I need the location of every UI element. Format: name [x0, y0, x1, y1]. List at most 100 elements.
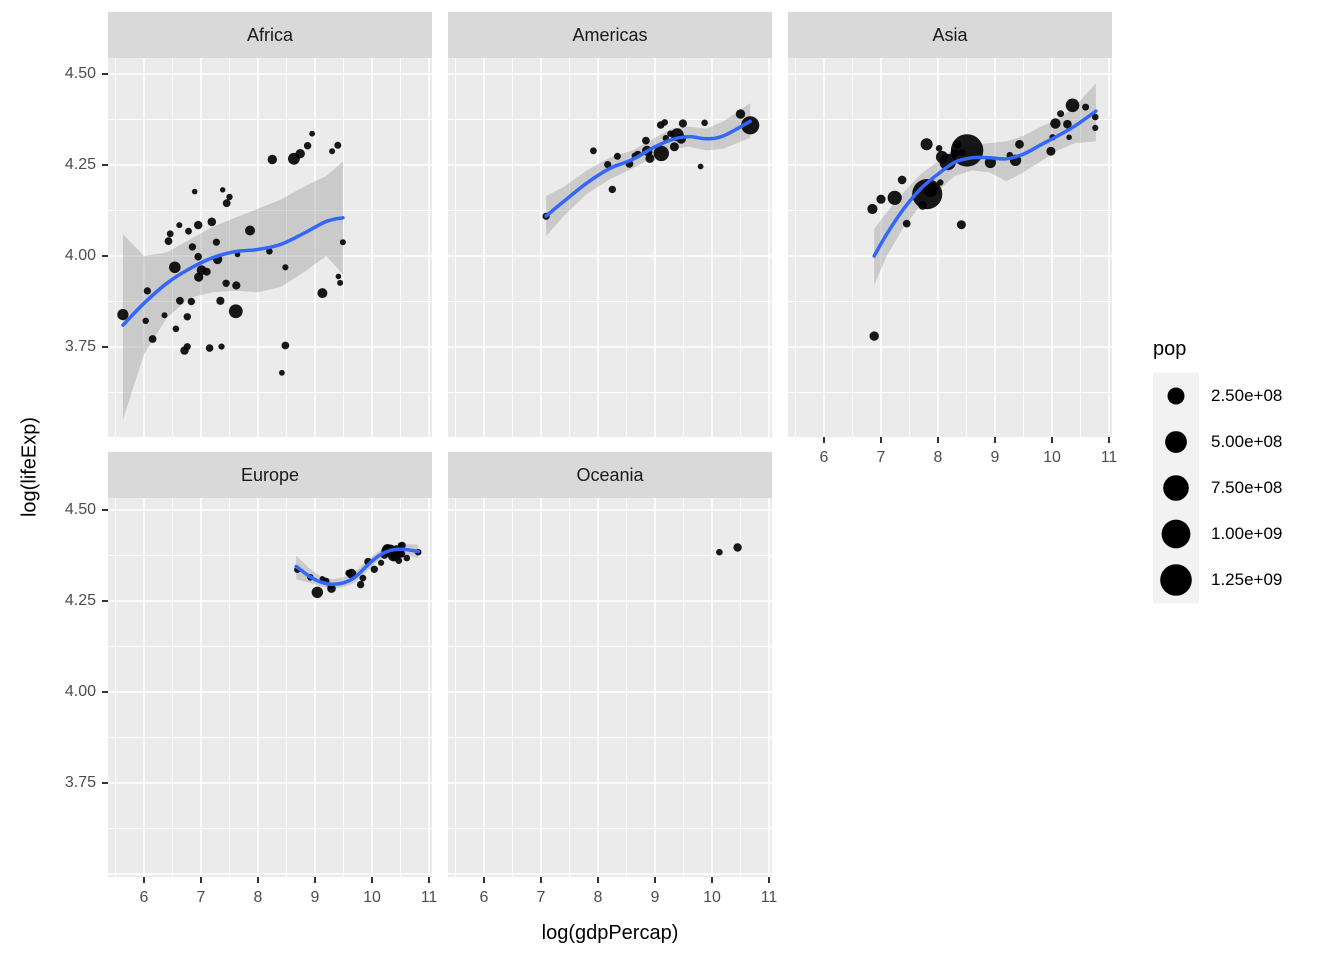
- data-point: [172, 325, 180, 333]
- facet-asia: Asia: [788, 12, 1112, 437]
- data-point: [188, 243, 197, 251]
- x-tick-label: 11: [1100, 449, 1118, 466]
- y-tick-label: 4.25: [64, 592, 96, 609]
- data-point: [1065, 98, 1080, 113]
- data-point: [222, 279, 230, 287]
- grid-minor-group: [788, 58, 1112, 437]
- data-point: [176, 296, 184, 305]
- data-point: [645, 153, 655, 163]
- data-point: [142, 317, 149, 324]
- confidence-ribbon: [122, 161, 343, 420]
- legend-key: [1153, 373, 1199, 419]
- data-point: [667, 130, 674, 137]
- grid-minor-group: [448, 58, 772, 437]
- facet-panel-asia: [788, 58, 1112, 437]
- x-axis-title: log(gdpPercap): [541, 922, 679, 944]
- x-tick-label: 7: [196, 889, 206, 906]
- data-point: [166, 230, 174, 238]
- y-tick-mark: [102, 346, 108, 348]
- data-point: [608, 185, 616, 194]
- x-tick-label: 6: [479, 889, 489, 906]
- data-point: [370, 565, 378, 573]
- data-point: [716, 548, 723, 556]
- points-group: [117, 130, 346, 376]
- y-tick-label: 3.75: [64, 338, 96, 355]
- data-point: [194, 272, 204, 282]
- data-point: [356, 580, 365, 589]
- legend-items: 2.50e+08 5.00e+08 7.50e+08 1.00e+09 1.25e+09: [1153, 373, 1338, 603]
- x-tick-mark: [200, 877, 202, 883]
- grid-major-group: [448, 498, 772, 877]
- facet-panel-americas: [448, 58, 772, 437]
- legend-item: 2.50e+08: [1153, 373, 1338, 419]
- data-point: [590, 147, 597, 155]
- grid-minor-group: [448, 498, 772, 877]
- facet-europe: Europe: [108, 452, 432, 877]
- x-tick-label: 8: [253, 889, 263, 906]
- legend-key-circle: [1165, 431, 1187, 453]
- data-point: [205, 344, 214, 352]
- legend-item: 1.25e+09: [1153, 557, 1338, 603]
- data-point: [613, 152, 621, 160]
- data-point: [887, 190, 902, 205]
- data-point: [741, 116, 760, 135]
- smooth-line: [544, 119, 752, 218]
- data-point: [678, 119, 687, 128]
- panel-background: [448, 498, 772, 877]
- data-point: [267, 154, 277, 165]
- data-point: [935, 145, 943, 152]
- x-tick-label: 8: [933, 449, 943, 466]
- facet-strip-label: Oceania: [576, 464, 644, 485]
- x-tick-label: 9: [990, 449, 1000, 466]
- data-point: [207, 217, 217, 227]
- x-tick-label: 9: [650, 889, 660, 906]
- data-point: [937, 179, 944, 186]
- data-point: [187, 297, 195, 306]
- data-point: [735, 109, 746, 119]
- data-point: [220, 187, 226, 193]
- smooth-line: [872, 109, 1098, 258]
- legend-key: [1153, 419, 1199, 465]
- data-point: [281, 341, 290, 350]
- data-point: [176, 222, 183, 229]
- x-tick-mark: [711, 877, 713, 883]
- data-point: [183, 313, 191, 321]
- y-tick-mark: [102, 600, 108, 602]
- data-point: [334, 141, 342, 149]
- data-point: [311, 586, 323, 598]
- data-point: [282, 264, 289, 271]
- x-tick-mark: [994, 437, 996, 443]
- y-tick-label: 4.00: [64, 683, 96, 700]
- data-point: [309, 130, 315, 137]
- grid-major-group: [108, 58, 432, 437]
- legend-key-swatch: [1160, 564, 1192, 596]
- smooth-line: [294, 547, 420, 587]
- x-tick-label: 11: [760, 889, 778, 906]
- data-point: [902, 219, 911, 228]
- data-point: [245, 225, 255, 236]
- data-point: [958, 149, 966, 157]
- data-point: [918, 201, 927, 210]
- data-point: [869, 331, 879, 341]
- x-tick-mark: [428, 877, 430, 883]
- x-tick-mark: [143, 877, 145, 883]
- facet-americas: Americas: [448, 12, 772, 437]
- data-point: [920, 138, 933, 151]
- x-tick-label: 8: [593, 889, 603, 906]
- x-tick-mark: [314, 877, 316, 883]
- points-group: [867, 98, 1099, 341]
- data-point: [228, 304, 243, 319]
- x-tick-label: 6: [819, 449, 829, 466]
- data-point: [389, 550, 401, 561]
- facet-strip-label: Africa: [246, 24, 293, 45]
- y-tick-label: 4.00: [64, 247, 96, 264]
- facet-panel-africa: [108, 58, 432, 437]
- legend-key-circle: [1163, 475, 1189, 501]
- legend-item-label: 2.50e+08: [1211, 386, 1283, 405]
- data-point: [161, 312, 168, 319]
- x-tick-label: 9: [310, 889, 320, 906]
- grid-major-group: [788, 58, 1112, 437]
- x-tick-label: 10: [363, 889, 381, 906]
- smooth-line: [121, 216, 345, 327]
- x-tick-mark: [823, 437, 825, 443]
